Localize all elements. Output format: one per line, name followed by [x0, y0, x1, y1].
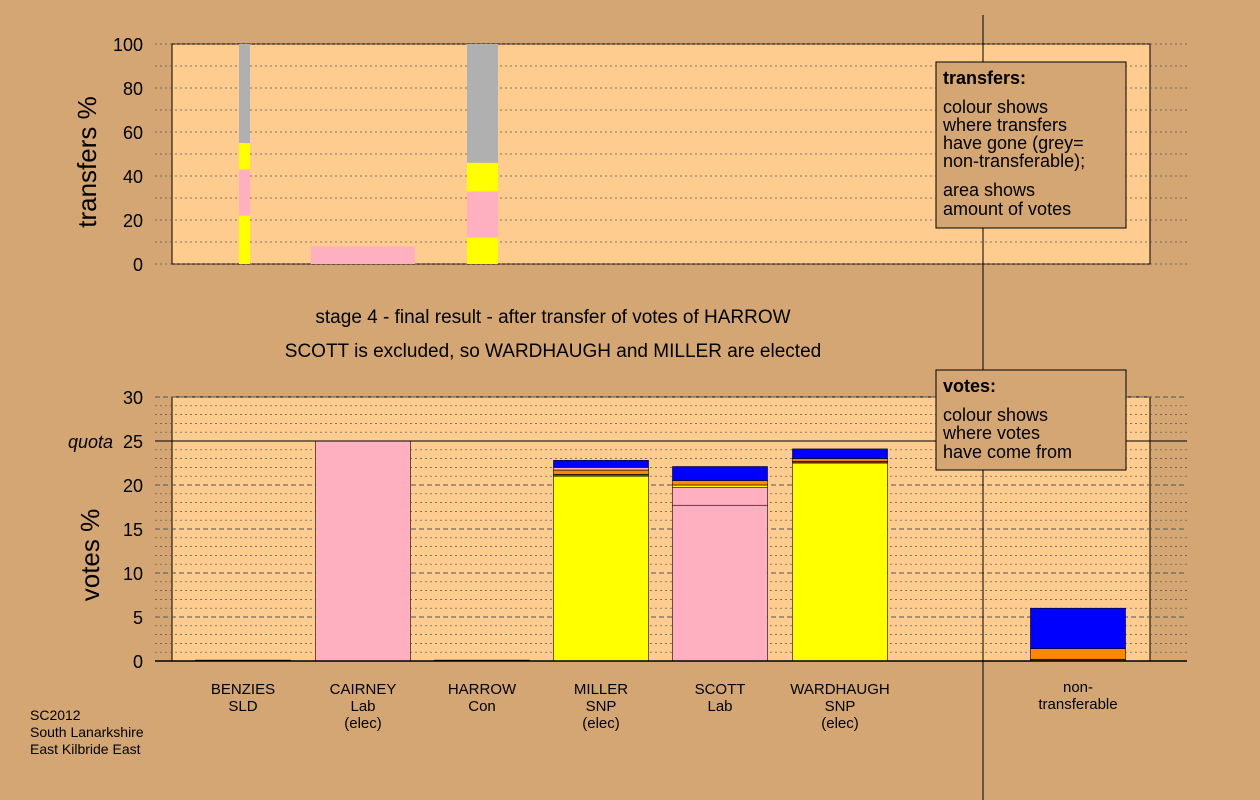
- transfers-bar-segment: [467, 162, 498, 192]
- transfers-bar-segment: [467, 237, 498, 264]
- transfers-tick-label: 100: [113, 35, 143, 55]
- votes-bar-segment: [553, 475, 649, 662]
- votes-bar-segment: [553, 460, 649, 468]
- candidate-label: Con: [468, 698, 496, 715]
- transfers-legend: transfers: colour shows where transfers …: [935, 61, 1127, 229]
- transfers-tick-label: 0: [133, 255, 143, 275]
- candidate-label: (elec): [821, 715, 859, 732]
- candidate-label: SNP: [825, 698, 856, 715]
- votes-bar-segment: [553, 469, 649, 475]
- votes-legend-line-1: colour shows: [943, 405, 1048, 425]
- votes-bar-segment: [315, 440, 411, 662]
- candidate-label: CAIRNEY: [330, 681, 397, 698]
- votes-bar-segment: [792, 462, 888, 662]
- candidate-label: SNP: [586, 698, 617, 715]
- transfers-bar-segment: [467, 191, 498, 238]
- transfers-bar-segment: [239, 44, 250, 143]
- transfers-bar-segment: [239, 143, 250, 170]
- votes-bar-segment: [672, 504, 768, 662]
- votes-tick-label: 20: [123, 476, 143, 496]
- transfers-legend-title: transfers:: [943, 68, 1026, 88]
- footer-council: South Lanarkshire: [30, 724, 144, 740]
- votes-tick-label: 5: [133, 608, 143, 628]
- transfers-legend-line-3: have gone (grey=: [943, 133, 1084, 153]
- candidate-label: BENZIES: [211, 681, 275, 698]
- transfers-ylabel: transfers %: [72, 96, 102, 228]
- transfers-tick-label: 60: [123, 123, 143, 143]
- votes-bar-segment: [553, 467, 649, 471]
- transfers-bar-segment: [239, 169, 250, 216]
- candidate-label: WARDHAUGH: [790, 681, 889, 698]
- candidate-label: HARROW: [448, 681, 517, 698]
- votes-legend-line-3: have come from: [943, 442, 1072, 462]
- candidate-label: SLD: [228, 698, 257, 715]
- votes-tick-label: 0: [133, 652, 143, 672]
- transfers-legend-line-2: where transfers: [942, 115, 1067, 135]
- transfers-tick-label: 40: [123, 167, 143, 187]
- transfers-legend-line-5: area shows: [943, 180, 1035, 200]
- quota-label: quota: [68, 432, 113, 452]
- candidate-label: Lab: [350, 698, 375, 715]
- votes-bar-segment: [792, 458, 888, 462]
- votes-bar-segment: [1030, 648, 1126, 660]
- votes-legend-line-2: where votes: [942, 423, 1040, 443]
- votes-bar-segment: [672, 480, 768, 486]
- votes-legend: votes: colour shows where votes have com…: [935, 369, 1127, 471]
- transfers-bar-segment: [467, 44, 498, 163]
- candidate-label: non-: [1063, 679, 1093, 696]
- votes-ylabel: votes %: [75, 509, 105, 602]
- candidate-label: (elec): [344, 715, 382, 732]
- candidate-label: MILLER: [574, 681, 628, 698]
- votes-bar-segment: [672, 487, 768, 506]
- votes-tick-label: 30: [123, 388, 143, 408]
- candidate-label: transferable: [1038, 696, 1117, 713]
- candidate-label: SCOTT: [695, 681, 746, 698]
- votes-bar-segment: [792, 448, 888, 459]
- votes-bar-segment: [672, 466, 768, 481]
- votes-tick-label: 10: [123, 564, 143, 584]
- votes-bar-segment: [672, 484, 768, 488]
- candidate-label: (elec): [582, 715, 620, 732]
- transfers-tick-label: 20: [123, 211, 143, 231]
- votes-bar-segment: [1030, 607, 1126, 649]
- transfers-tick-label: 80: [123, 79, 143, 99]
- votes-tick-label: 25: [123, 432, 143, 452]
- transfers-legend-line-4: non-transferable);: [943, 151, 1085, 171]
- stage-caption: stage 4 - final result - after transfer …: [315, 307, 790, 328]
- footer-ward: East Kilbride East: [30, 741, 141, 757]
- footer-election: SC2012: [30, 707, 81, 723]
- transfers-legend-line-6: amount of votes: [943, 199, 1071, 219]
- votes-legend-title: votes:: [943, 376, 996, 396]
- votes-tick-label: 15: [123, 520, 143, 540]
- result-caption: SCOTT is excluded, so WARDHAUGH and MILL…: [285, 341, 821, 362]
- transfers-legend-line-1: colour shows: [943, 97, 1048, 117]
- transfers-bar-segment: [311, 246, 415, 264]
- candidate-label: Lab: [707, 698, 732, 715]
- transfers-bar-segment: [239, 215, 250, 264]
